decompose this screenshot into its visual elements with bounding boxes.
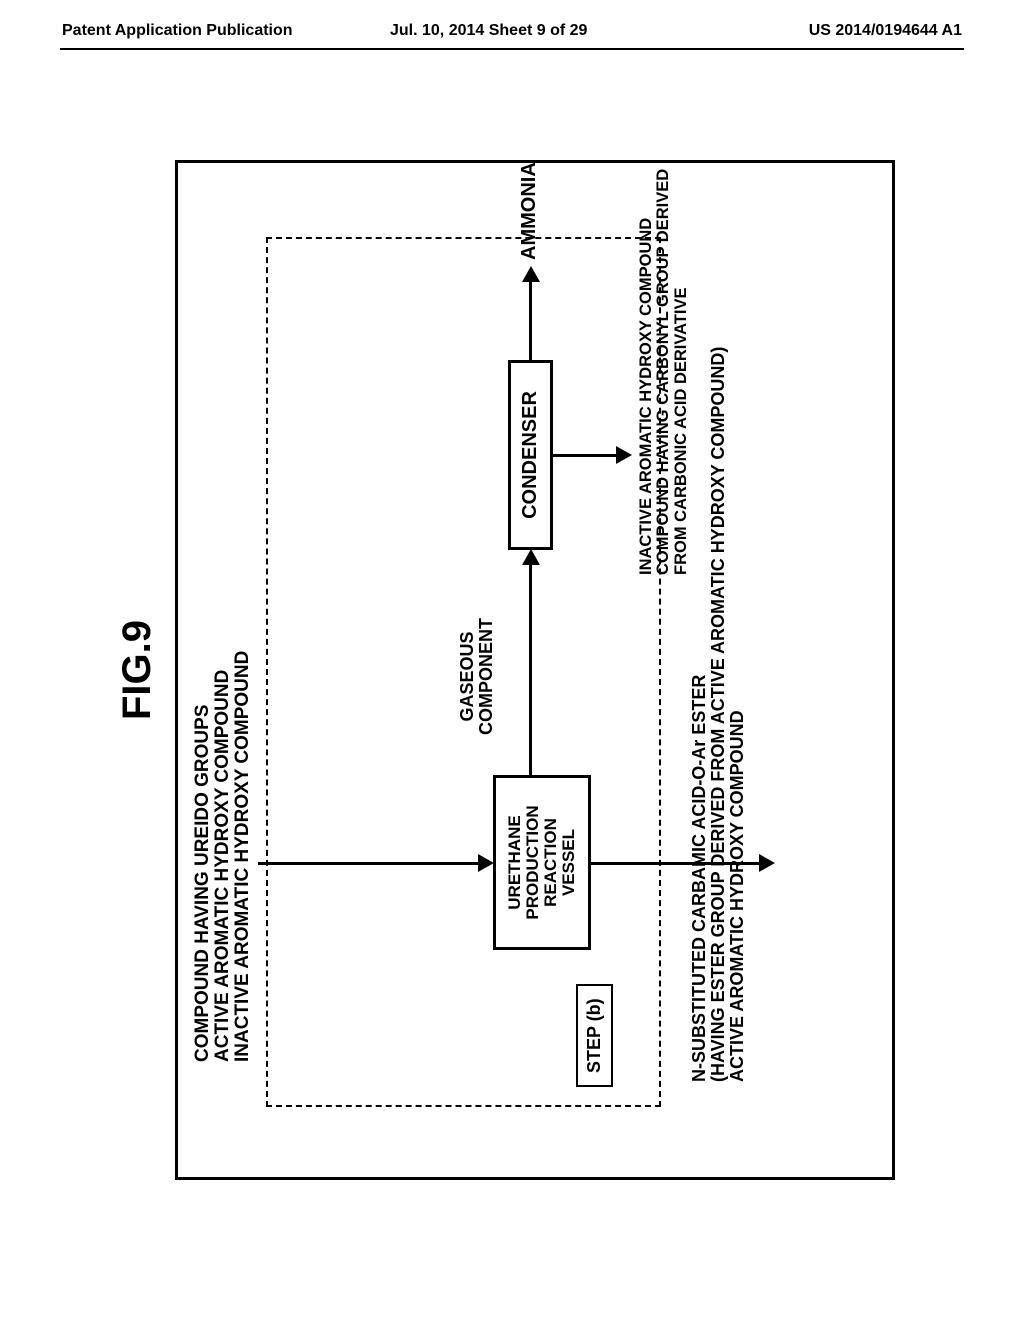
header-rule xyxy=(60,48,964,50)
ammonia-label: AMMONIA xyxy=(519,162,540,260)
header-right: US 2014/0194644 A1 xyxy=(809,22,962,40)
header-left: Patent Application Publication xyxy=(62,22,293,40)
page: Patent Application Publication Jul. 10, … xyxy=(0,0,1024,1320)
arrow-vessel-to-condenser-line xyxy=(529,562,532,775)
arrow-vessel-down-head xyxy=(759,855,775,873)
figure-title: FIG.9 xyxy=(115,620,160,720)
figure-area: FIG.9 STEP (b) URETHANE PRODUCTION REACT… xyxy=(110,120,910,1220)
condenser-output-label: INACTIVE AROMATIC HYDROXY COMPOUND COMPO… xyxy=(638,75,690,575)
gaseous-component-label: GASEOUS COMPONENT xyxy=(458,618,496,735)
header-mid: Jul. 10, 2014 Sheet 9 of 29 xyxy=(390,22,587,40)
arrow-inputs-to-vessel-head xyxy=(478,855,494,873)
outer-box: STEP (b) URETHANE PRODUCTION REACTION VE… xyxy=(175,160,895,1180)
urethane-reaction-vessel-node: URETHANE PRODUCTION REACTION VESSEL xyxy=(493,775,591,950)
arrow-condenser-to-ammonia-line xyxy=(529,280,532,360)
bottom-output-label: N-SUBSTITUTED CARBAMIC ACID-O-Ar ESTER (… xyxy=(690,162,747,1082)
vessel-label: URETHANE PRODUCTION REACTION VESSEL xyxy=(506,805,577,919)
step-dashed-box: STEP (b) URETHANE PRODUCTION REACTION VE… xyxy=(266,237,661,1107)
arrow-condenser-down-head xyxy=(616,447,632,465)
input-compounds-label: COMPOUND HAVING UREIDO GROUPS ACTIVE ARO… xyxy=(193,651,253,1062)
figure-rotated-wrap: FIG.9 STEP (b) URETHANE PRODUCTION REACT… xyxy=(115,140,905,1200)
step-label: STEP (b) xyxy=(576,984,613,1087)
condenser-node: CONDENSER xyxy=(508,360,553,550)
arrow-vessel-to-condenser-head xyxy=(522,549,540,565)
arrow-condenser-to-ammonia-head xyxy=(522,266,540,282)
arrow-condenser-down-line xyxy=(553,454,618,457)
arrow-inputs-to-vessel-line xyxy=(258,862,480,865)
condenser-label: CONDENSER xyxy=(520,391,541,519)
